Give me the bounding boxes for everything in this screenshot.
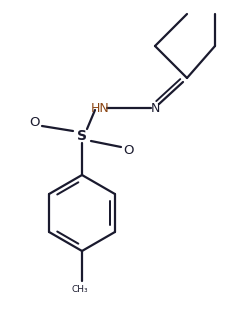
Text: HN: HN [91,101,109,114]
Text: CH₃: CH₃ [72,285,88,294]
Text: O: O [123,143,133,156]
Text: S: S [77,129,87,143]
Text: O: O [30,116,40,129]
Text: N: N [150,101,160,114]
